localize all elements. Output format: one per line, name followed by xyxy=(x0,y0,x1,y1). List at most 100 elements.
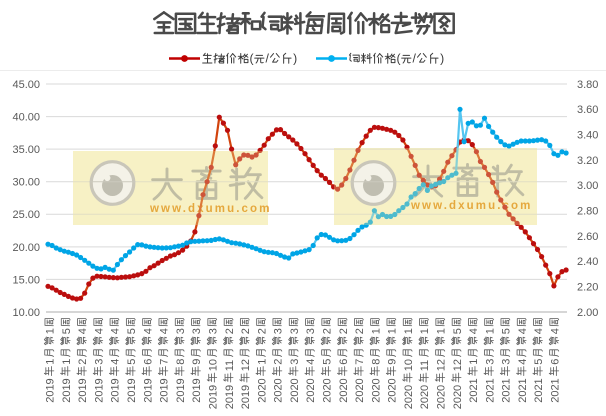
svg-text:2019: 2019 xyxy=(240,385,252,409)
svg-text:1: 1 xyxy=(370,328,382,334)
svg-text:2019: 2019 xyxy=(175,378,187,402)
svg-text:2.20: 2.20 xyxy=(577,282,598,294)
svg-text:2021: 2021 xyxy=(468,378,480,402)
svg-text:2: 2 xyxy=(273,359,285,365)
svg-text:1: 1 xyxy=(45,328,57,334)
svg-text:2020: 2020 xyxy=(403,385,415,409)
svg-text:2020: 2020 xyxy=(338,378,350,402)
svg-text:2.60: 2.60 xyxy=(577,231,598,243)
svg-text:2.40: 2.40 xyxy=(577,256,598,268)
svg-text:2020: 2020 xyxy=(419,385,431,409)
svg-text:2021: 2021 xyxy=(550,378,562,402)
svg-text:2020: 2020 xyxy=(305,378,317,402)
svg-text:5: 5 xyxy=(322,359,334,365)
svg-text:2019: 2019 xyxy=(110,378,122,402)
svg-text:2021: 2021 xyxy=(517,378,529,402)
svg-text:5: 5 xyxy=(501,328,513,334)
svg-text:3.80: 3.80 xyxy=(577,79,598,91)
svg-text:7: 7 xyxy=(159,359,171,365)
svg-text:2019: 2019 xyxy=(208,385,220,409)
svg-text:www.dxumu.com: www.dxumu.com xyxy=(149,203,271,215)
svg-text:1: 1 xyxy=(436,328,448,334)
svg-text:7: 7 xyxy=(354,359,366,365)
svg-text:3.40: 3.40 xyxy=(577,130,598,142)
svg-text:2: 2 xyxy=(224,328,236,334)
svg-text:12: 12 xyxy=(436,359,448,371)
svg-text:/: / xyxy=(266,52,270,66)
svg-text:2020: 2020 xyxy=(452,385,464,409)
svg-text:35.00: 35.00 xyxy=(12,144,40,156)
svg-text:4: 4 xyxy=(305,359,317,365)
svg-text:2: 2 xyxy=(256,328,268,334)
svg-text:2020: 2020 xyxy=(387,378,399,402)
svg-text:4: 4 xyxy=(533,328,545,334)
svg-text:1: 1 xyxy=(403,328,415,334)
svg-text:3: 3 xyxy=(208,328,220,334)
svg-text:20.00: 20.00 xyxy=(12,242,40,254)
svg-text:2020: 2020 xyxy=(354,378,366,402)
svg-text:11: 11 xyxy=(419,360,431,371)
svg-text:3: 3 xyxy=(305,328,317,334)
svg-text:8: 8 xyxy=(175,359,187,365)
svg-text:5: 5 xyxy=(126,328,138,334)
svg-text:2019: 2019 xyxy=(94,378,106,402)
svg-text:3: 3 xyxy=(289,328,301,334)
svg-text:3: 3 xyxy=(94,359,106,365)
svg-text:2: 2 xyxy=(338,328,350,334)
svg-text:2019: 2019 xyxy=(191,378,203,402)
svg-text:4: 4 xyxy=(77,328,89,334)
svg-text:12: 12 xyxy=(240,359,252,371)
svg-text:2020: 2020 xyxy=(322,378,334,402)
svg-text:2019: 2019 xyxy=(126,378,138,402)
svg-text:25.00: 25.00 xyxy=(12,209,40,221)
svg-text:4: 4 xyxy=(468,328,480,334)
svg-text:2020: 2020 xyxy=(289,378,301,402)
svg-text:3: 3 xyxy=(175,328,187,334)
svg-text:1: 1 xyxy=(484,328,496,334)
svg-text:3.00: 3.00 xyxy=(577,180,598,192)
svg-text:40.00: 40.00 xyxy=(12,112,40,124)
svg-text:2019: 2019 xyxy=(77,378,89,402)
svg-text:1: 1 xyxy=(419,328,431,334)
svg-text:2: 2 xyxy=(354,328,366,334)
svg-text:2019: 2019 xyxy=(224,385,236,409)
svg-text:4: 4 xyxy=(110,328,122,334)
svg-text:3.20: 3.20 xyxy=(577,155,598,167)
svg-text:1: 1 xyxy=(256,359,268,365)
svg-text:4: 4 xyxy=(517,328,529,334)
svg-text:3: 3 xyxy=(273,328,285,334)
svg-text:2: 2 xyxy=(77,359,89,365)
svg-text:10: 10 xyxy=(208,359,220,371)
svg-text:3: 3 xyxy=(191,328,203,334)
svg-text:1: 1 xyxy=(45,359,57,365)
svg-text:4: 4 xyxy=(159,328,171,334)
svg-text:): ) xyxy=(293,52,297,66)
svg-text:2019: 2019 xyxy=(45,378,57,402)
svg-text:45.00: 45.00 xyxy=(12,79,40,91)
svg-text:4: 4 xyxy=(94,328,106,334)
svg-text:6: 6 xyxy=(142,359,154,365)
svg-text:5: 5 xyxy=(452,328,464,334)
svg-text:5: 5 xyxy=(61,328,73,334)
svg-text:2.80: 2.80 xyxy=(577,206,598,218)
svg-text:2: 2 xyxy=(322,328,334,334)
svg-text:1: 1 xyxy=(61,359,73,365)
svg-text:2020: 2020 xyxy=(273,378,285,402)
svg-text:9: 9 xyxy=(387,359,399,365)
svg-text:/: / xyxy=(413,52,417,66)
svg-text:2019: 2019 xyxy=(61,378,73,402)
svg-text:4: 4 xyxy=(550,328,562,334)
svg-text:www.dxumu.com: www.dxumu.com xyxy=(410,200,532,212)
svg-text:3: 3 xyxy=(484,359,496,365)
svg-text:10: 10 xyxy=(403,359,415,371)
svg-text:30.00: 30.00 xyxy=(12,177,40,189)
svg-text:1: 1 xyxy=(468,359,480,365)
svg-text:10.00: 10.00 xyxy=(12,307,40,319)
svg-text:5: 5 xyxy=(533,359,545,365)
svg-text:6: 6 xyxy=(338,359,350,365)
svg-text:4: 4 xyxy=(142,328,154,334)
svg-text:11: 11 xyxy=(224,360,236,371)
svg-text:8: 8 xyxy=(370,359,382,365)
svg-text:15.00: 15.00 xyxy=(12,274,40,286)
svg-text:4: 4 xyxy=(110,359,122,365)
